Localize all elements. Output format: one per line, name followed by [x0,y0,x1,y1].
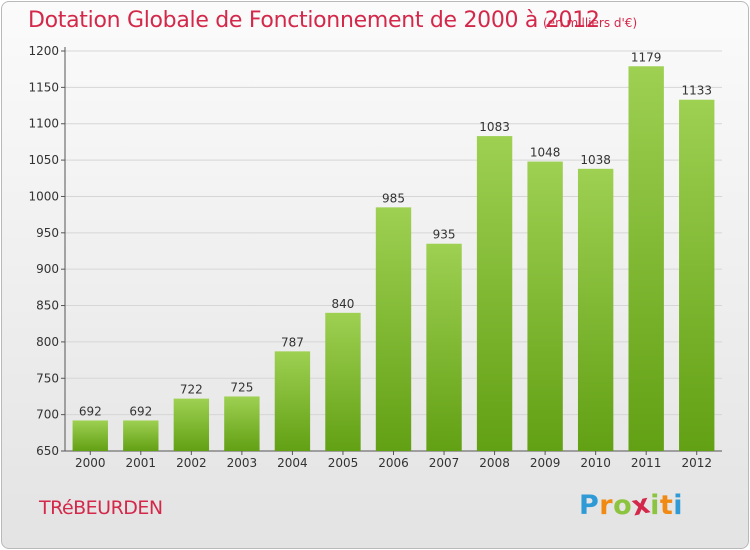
data-label-2007: 935 [433,228,456,242]
data-label-2009: 1048 [530,146,561,160]
commune-name: TRéBEURDEN [39,497,163,519]
bar-2002 [173,398,210,451]
bar-2011 [628,66,664,451]
data-label-2005: 840 [332,297,355,311]
data-label-2000: 692 [79,404,102,418]
y-tick-label: 950 [36,226,59,240]
data-label-2001: 692 [129,404,152,418]
bar-2006 [375,207,412,451]
y-tick-label: 850 [36,299,59,313]
bars [72,66,715,452]
x-tick-label-2008: 2008 [479,456,510,470]
data-label-2008: 1083 [479,120,510,134]
chart-subtitle: (en milliers d'€) [543,16,638,30]
data-label-2010: 1038 [580,153,611,167]
data-label-2012: 1133 [681,84,712,98]
x-tick-label-2002: 2002 [176,456,207,470]
bar-2000 [72,420,108,451]
bar-2008 [476,136,513,451]
x-tick-label-2007: 2007 [429,456,460,470]
x-tick-label-2003: 2003 [227,456,258,470]
x-tick-label-2012: 2012 [681,456,712,470]
y-tick-label: 1000 [28,189,59,203]
x-tick-label-2004: 2004 [277,456,308,470]
chart-title: Dotation Globale de Fonctionnement de 20… [28,8,600,33]
data-label-2006: 985 [382,191,405,205]
data-label-2011: 1179 [631,50,662,64]
y-tick-labels: 650 700 750 800 850 900 950 1000 1050 1100 1150 120… [28,44,59,458]
data-label-2004: 787 [281,335,304,349]
proxiti-logo: Proxiti [579,488,684,523]
data-label-2002: 722 [180,383,203,397]
bar-2004 [274,351,311,451]
y-tick-label: 700 [36,408,59,422]
x-tick-label-2001: 2001 [126,456,157,470]
bar-2012 [679,99,715,452]
y-tick-label: 1050 [28,153,59,167]
bar-2010 [577,168,614,451]
y-tick-label: 1100 [28,117,59,131]
x-tick-label-2006: 2006 [378,456,409,470]
x-tick-label-2009: 2009 [530,456,561,470]
bar-2001 [123,420,159,451]
y-tick-label: 1200 [28,44,59,58]
bar-2009 [527,161,563,451]
x-tick-label-2010: 2010 [580,456,611,470]
bar-2005 [325,312,361,451]
y-tick-label: 800 [36,335,59,349]
x-tick-label-2011: 2011 [631,456,662,470]
bar-2003 [224,396,260,451]
data-label-2003: 725 [230,380,253,394]
x-tick-labels: 2000 2001 2002 2003 2004 2005 2006 2007 2008 2009… [75,456,712,470]
y-tick-label: 1150 [28,80,59,94]
x-tick-label-2005: 2005 [328,456,359,470]
data-labels: 692 692 722 725 787 840 985 935 1083 1048 1038 1179… [79,50,712,418]
y-tick-label: 650 [36,444,59,458]
y-tick-label: 900 [36,262,59,276]
x-tick-label-2000: 2000 [75,456,106,470]
bar-2007 [426,243,462,451]
y-tick-label: 750 [36,371,59,385]
